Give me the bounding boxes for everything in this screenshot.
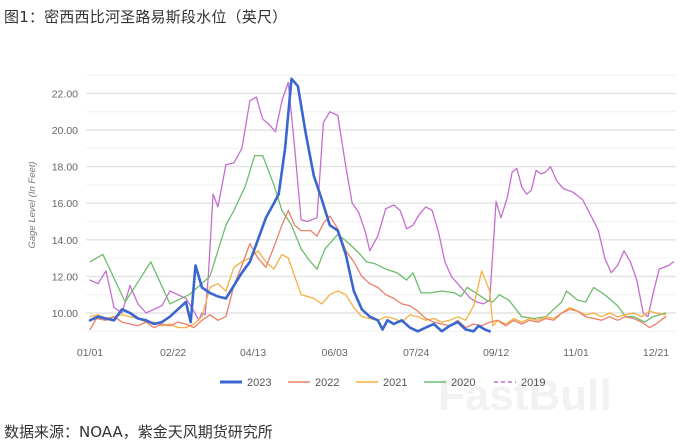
x-tick-label: 11/01 bbox=[563, 347, 589, 359]
y-tick-label: 16.00 bbox=[52, 198, 78, 210]
svg-text:2023: 2023 bbox=[247, 377, 271, 389]
x-tick-label: 09/12 bbox=[483, 347, 509, 359]
legend: 2023 2022 2021 2020 2019 bbox=[220, 377, 545, 389]
y-tick-label: 18.00 bbox=[52, 162, 78, 174]
series-line-2019 bbox=[89, 81, 675, 321]
y-tick-label: 10.00 bbox=[52, 308, 78, 320]
grid bbox=[86, 74, 676, 332]
svg-text:2022: 2022 bbox=[315, 377, 339, 389]
y-tick-label: 20.00 bbox=[52, 125, 78, 137]
x-tick-label: 07/24 bbox=[403, 347, 429, 359]
series-line-2022 bbox=[89, 209, 667, 331]
series-line-2020 bbox=[89, 154, 667, 323]
y-tick-label: 22.00 bbox=[52, 88, 78, 100]
x-tick-label: 02/22 bbox=[160, 347, 186, 359]
svg-text:2019: 2019 bbox=[521, 377, 545, 389]
svg-text:2021: 2021 bbox=[383, 377, 407, 389]
legend-item-2021[interactable]: 2021 bbox=[356, 377, 407, 389]
series-line-2021 bbox=[89, 250, 667, 329]
y-axis-label: Gage Level (In Feet) bbox=[27, 161, 38, 248]
x-tick-label: 04/13 bbox=[240, 347, 266, 359]
x-tick-label: 06/03 bbox=[321, 347, 347, 359]
line-chart: FastBull 10.00 12.00 14.00 16.00 18.00 20.00 22… bbox=[27, 74, 676, 420]
watermark: FastBull bbox=[438, 371, 612, 420]
y-tick-label: 14.00 bbox=[52, 235, 78, 247]
legend-item-2019[interactable]: 2019 bbox=[494, 377, 545, 389]
x-tick-label: 01/01 bbox=[77, 347, 103, 359]
svg-text:2020: 2020 bbox=[451, 377, 475, 389]
data-source: 数据来源：NOAA，紫金天风期货研究所 bbox=[4, 423, 273, 441]
x-tick-label: 12/21 bbox=[643, 347, 669, 359]
chart-title: 图1：密西西比河圣路易斯段水位（英尺） bbox=[4, 8, 288, 26]
series-line-2023 bbox=[88, 77, 491, 333]
legend-item-2020[interactable]: 2020 bbox=[424, 377, 475, 389]
legend-item-2023[interactable]: 2023 bbox=[220, 377, 271, 389]
legend-item-2022[interactable]: 2022 bbox=[288, 377, 339, 389]
y-tick-label: 12.00 bbox=[52, 271, 78, 283]
